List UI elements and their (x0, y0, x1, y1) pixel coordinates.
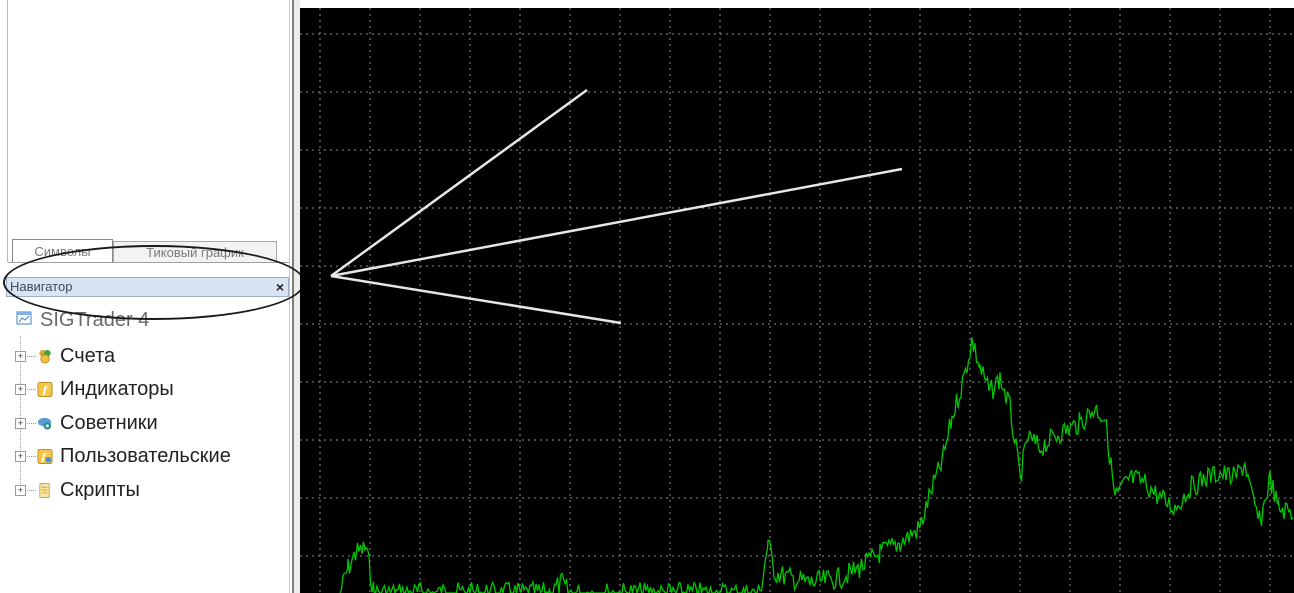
tree-item-scripts[interactable]: + Скрипты (15, 475, 140, 505)
chart-canvas (300, 8, 1294, 593)
tree-item-label: Счета (60, 344, 116, 367)
navigator-header: Навигатор × (6, 277, 289, 297)
tree-item-label: Пользовательские (60, 444, 231, 467)
annotation-line-upper (330, 88, 588, 278)
expand-icon[interactable]: + (15, 350, 26, 362)
expand-icon[interactable]: + (15, 484, 26, 496)
navigator-title: Навигатор (10, 279, 73, 294)
annotation-arrow (330, 88, 903, 325)
svg-text:f: f (42, 384, 49, 396)
accounts-icon (37, 348, 53, 364)
tree-branch (27, 388, 36, 390)
scripts-icon (37, 482, 53, 498)
terminal-icon (16, 310, 32, 331)
tree-item-custom-indicators[interactable]: + f Пользовательские (15, 441, 231, 471)
tree-item-label: Индикаторы (60, 377, 174, 400)
tree-root[interactable]: SIGTrader 4 (16, 306, 149, 334)
navigator-panel: Символы Тиковый график Навигатор × SIGTr… (0, 0, 292, 593)
panel-border (289, 0, 290, 593)
tree-branch (27, 355, 36, 357)
svg-text:f: f (41, 451, 48, 462)
tree-connector (20, 336, 21, 492)
panel-splitter[interactable] (292, 0, 300, 593)
price-chart[interactable] (300, 8, 1294, 593)
tree-branch (27, 422, 36, 424)
price-line (339, 337, 1294, 593)
tree-item-label: Скрипты (60, 478, 140, 501)
tree-item-accounts[interactable]: + Счета (15, 341, 115, 371)
tree-branch (27, 489, 36, 491)
expert-advisors-icon (37, 415, 53, 431)
annotation-line-lower (330, 274, 622, 325)
custom-indicators-icon: f (37, 448, 53, 464)
indicators-icon: f (37, 381, 53, 397)
tree-root-label: SIGTrader 4 (40, 308, 150, 331)
tree-item-label: Советники (60, 411, 158, 434)
chart-grid (300, 8, 1294, 593)
expand-icon[interactable]: + (15, 450, 26, 462)
annotation-line-middle (330, 167, 903, 278)
tab-strip-divider (8, 262, 290, 263)
tree-item-indicators[interactable]: + f Индикаторы (15, 374, 174, 404)
expand-icon[interactable]: + (15, 417, 26, 429)
panel-edge (7, 0, 8, 262)
tree-branch (27, 455, 36, 457)
close-icon[interactable]: × (275, 279, 284, 295)
tab-symbols[interactable]: Символы (12, 239, 113, 263)
expand-icon[interactable]: + (15, 383, 26, 395)
tree-item-expert-advisors[interactable]: + Советники (15, 408, 158, 438)
tab-tick-chart[interactable]: Тиковый график (113, 241, 277, 263)
